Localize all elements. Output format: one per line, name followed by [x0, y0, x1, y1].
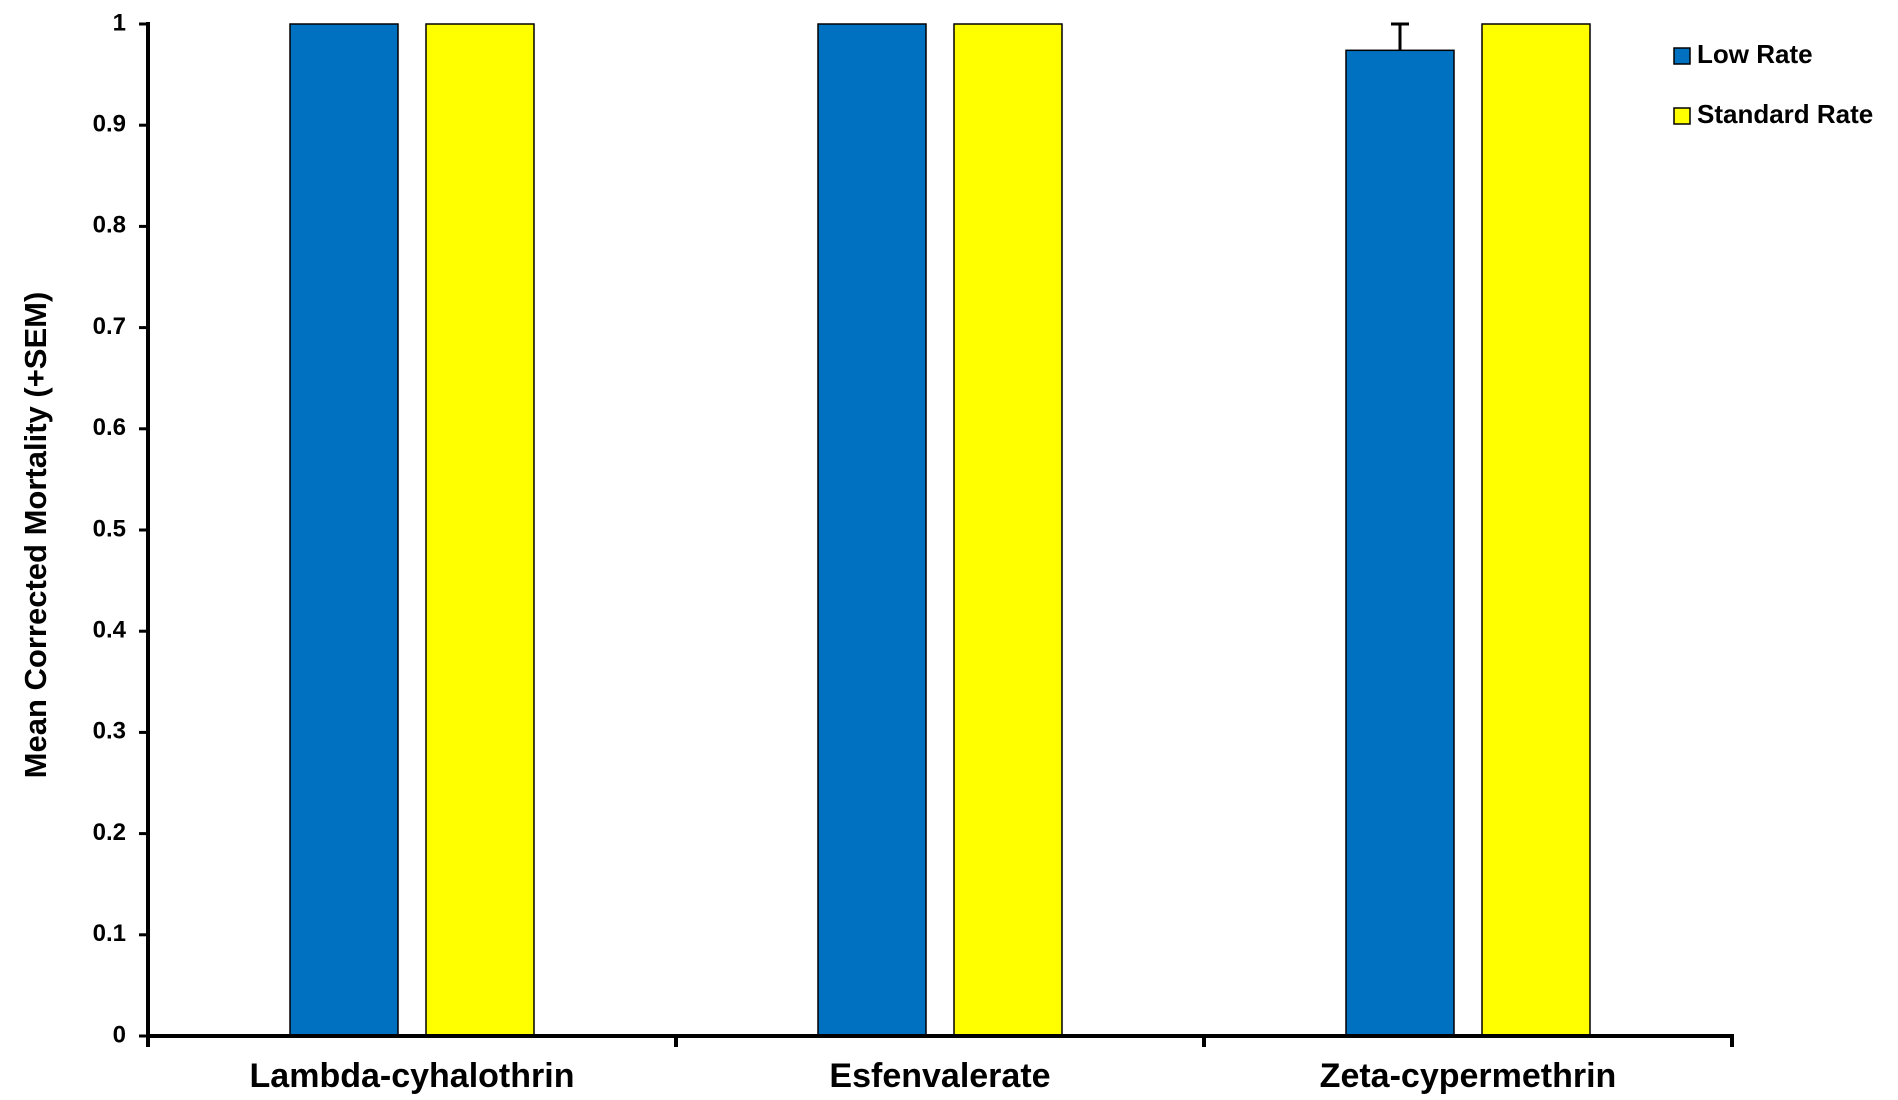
y-tick-label: 0.1: [93, 920, 126, 947]
bar-low-rate-1: [289, 23, 399, 1037]
y-tick-label: 0.8: [93, 212, 126, 239]
legend-swatch: [1673, 47, 1691, 65]
y-tick-label: 0.6: [93, 414, 126, 441]
y-tick-label: 1: [113, 9, 126, 36]
y-tick-label: 0.4: [93, 617, 127, 644]
x-category-label: Lambda-cyhalothrin: [250, 1057, 575, 1095]
legend: Low Rate Standard Rate: [1673, 39, 1873, 129]
y-tick-label: 0: [113, 1021, 126, 1048]
bar-low-rate-3: [1345, 49, 1455, 1037]
y-tick-label: 0.3: [93, 718, 126, 745]
x-category-label: Zeta-cypermethrin: [1320, 1057, 1617, 1095]
y-tick-label: 0.7: [93, 313, 126, 340]
y-tick-label: 0.5: [93, 515, 126, 542]
bar-standard-rate-1: [425, 23, 535, 1037]
bar-standard-rate-2: [953, 23, 1063, 1037]
legend-swatch: [1673, 107, 1691, 125]
bar-standard-rate-3: [1481, 23, 1591, 1037]
bar-low-rate-2: [817, 23, 927, 1037]
y-tick-label: 0.9: [93, 111, 126, 138]
y-tick-label: 0.2: [93, 819, 126, 846]
x-category-label: Esfenvalerate: [829, 1057, 1050, 1095]
y-axis-title: Mean Corrected Mortality (+SEM): [18, 292, 53, 779]
legend-label: Low Rate: [1697, 39, 1813, 69]
legend-label: Standard Rate: [1697, 99, 1873, 129]
